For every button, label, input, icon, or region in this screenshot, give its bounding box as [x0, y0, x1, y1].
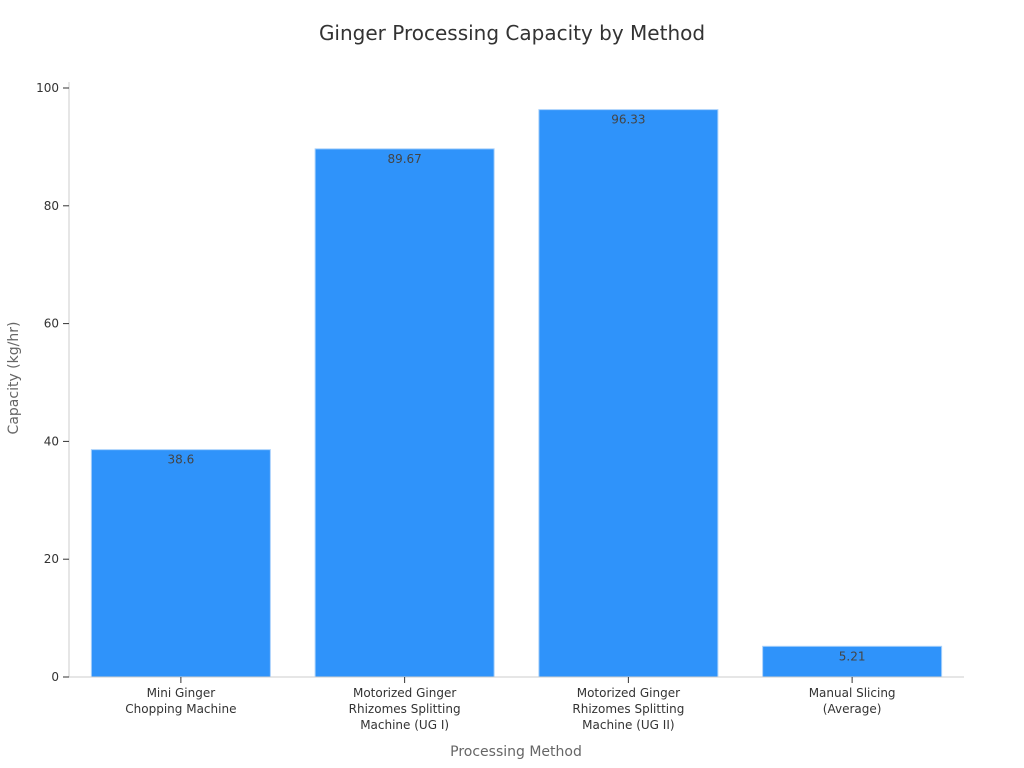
- y-axis-label: Capacity (kg/hr): [6, 322, 22, 435]
- y-tick-label: 80: [44, 199, 59, 213]
- bar: [90, 449, 271, 678]
- y-tick-label: 100: [36, 81, 59, 95]
- data-label: 38.6: [168, 453, 195, 467]
- y-tick-label: 0: [51, 670, 59, 684]
- bars-group: [90, 109, 943, 678]
- chart-title: Ginger Processing Capacity by Method: [319, 21, 705, 45]
- x-tick-label: Mini Ginger Chopping Machine: [125, 686, 236, 716]
- bar: [314, 148, 495, 678]
- x-tick-label: Motorized Ginger Rhizomes Splitting Machin…: [572, 686, 684, 732]
- data-label: 5.21: [839, 649, 866, 663]
- y-tick-label: 40: [44, 434, 59, 448]
- bar: [538, 109, 719, 678]
- x-axis-ticks: Mini Ginger Chopping Machine Motorized Gin…: [125, 677, 896, 732]
- data-labels-group: 38.6 89.67 96.33 5.21: [168, 113, 866, 664]
- y-axis-ticks: 0 20 40 60 80 100: [36, 81, 69, 684]
- bar: [762, 645, 943, 678]
- y-tick-label: 20: [44, 552, 59, 566]
- data-label: 89.67: [387, 152, 421, 166]
- x-tick-label: Manual Slicing (Average): [809, 686, 896, 716]
- x-tick-label: Motorized Ginger Rhizomes Splitting Machin…: [349, 686, 461, 732]
- y-tick-label: 60: [44, 317, 59, 331]
- data-label: 96.33: [611, 113, 645, 127]
- x-axis-label: Processing Method: [450, 744, 582, 760]
